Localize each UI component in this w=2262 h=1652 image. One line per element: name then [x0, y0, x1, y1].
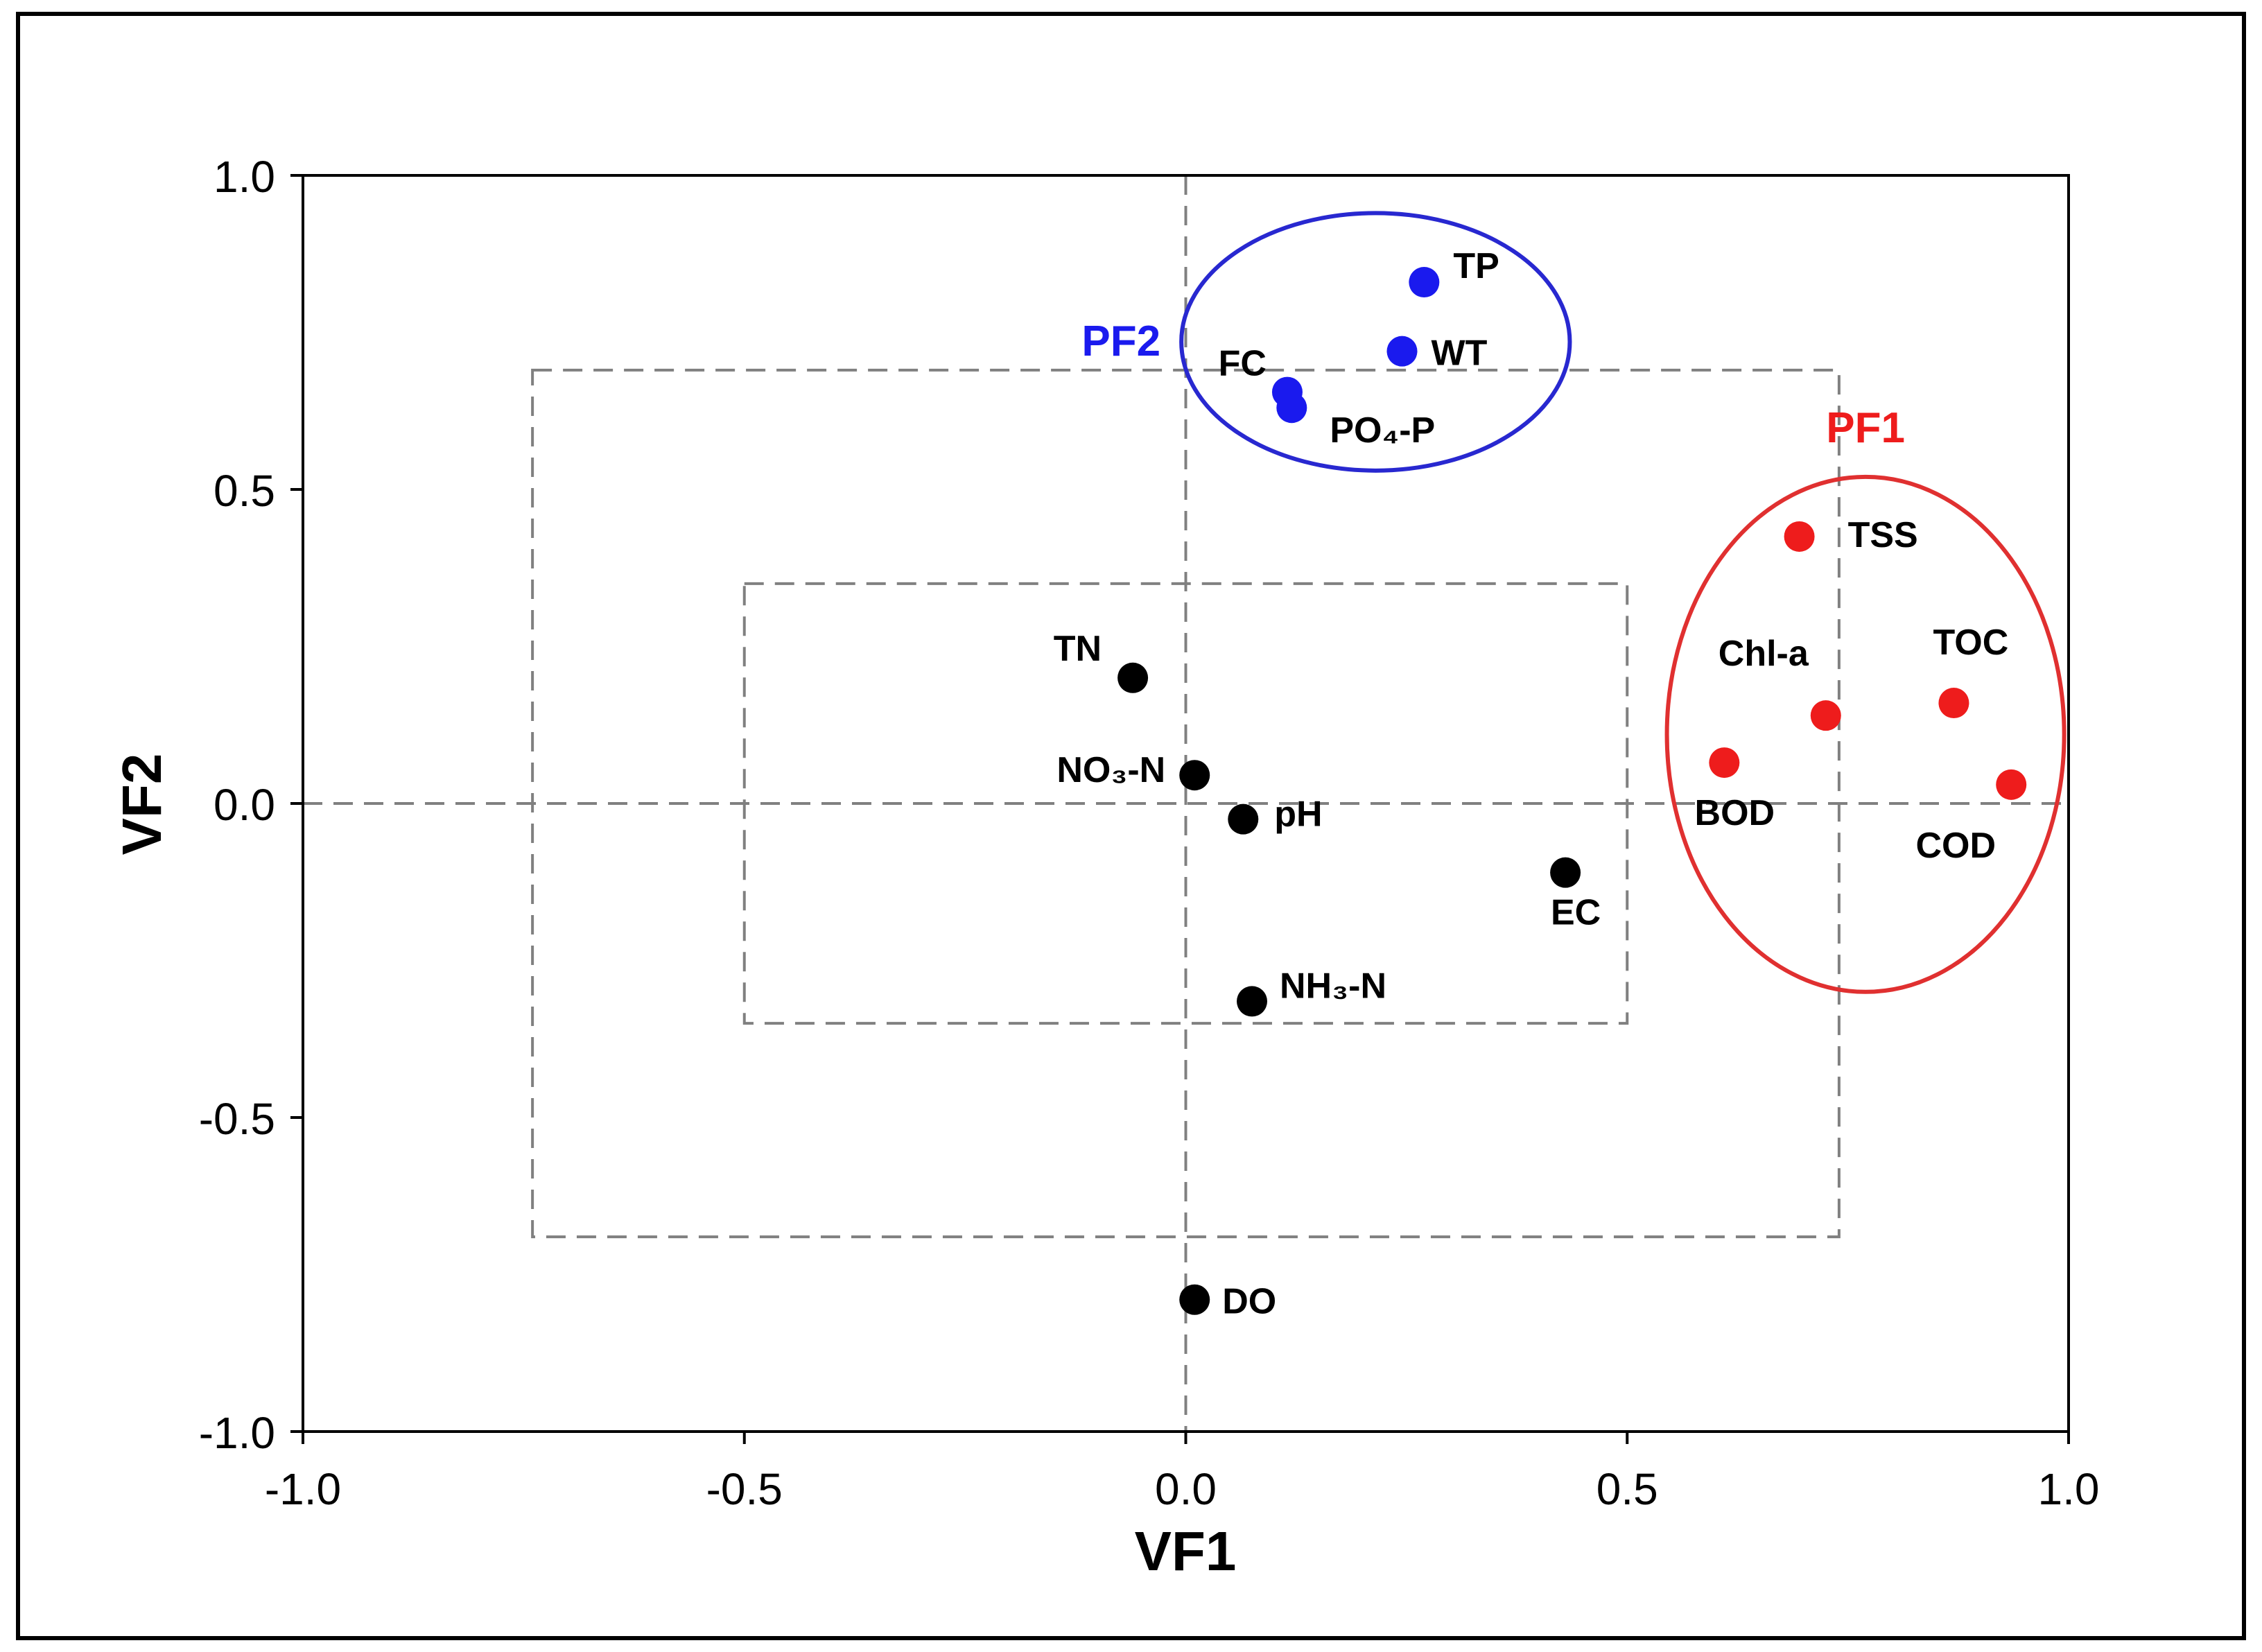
point-toc: [1938, 688, 1969, 719]
point-label-ec: EC: [1551, 893, 1601, 933]
point-label-ph: pH: [1274, 794, 1322, 835]
point-wt: [1386, 336, 1418, 367]
point-label-do: DO: [1222, 1282, 1276, 1322]
y-tick-label: 0.5: [214, 466, 275, 516]
point-po-p: [1276, 392, 1307, 424]
point-label-no-n: NO₃-N: [1056, 750, 1165, 790]
y-tick-label: 0.0: [214, 780, 275, 830]
point-label-wt: WT: [1432, 333, 1488, 374]
point-tp: [1409, 267, 1440, 298]
x-tick-label: -0.5: [706, 1464, 783, 1514]
point-bod: [1709, 747, 1740, 779]
group-ellipses: PF1 PF2: [1081, 211, 2067, 994]
point-label-po-p: PO₄-P: [1330, 410, 1435, 451]
point-label-fc: FC: [1219, 344, 1267, 384]
data-points: TP WT FC PO₄-P TSS Chl-a TOC BOD COD TN NO₃-N pH EC N…: [1054, 246, 2027, 1322]
point-label-nh-n: NH₃-N: [1280, 966, 1386, 1006]
x-tick-label: 0.0: [1155, 1464, 1217, 1514]
point-do: [1179, 1284, 1210, 1315]
outer-frame: [16, 12, 2246, 1640]
ellipse-pf2: [1179, 211, 1572, 473]
ellipse-pf1: [1664, 474, 2067, 994]
point-ec: [1550, 857, 1581, 888]
point-tn: [1117, 662, 1149, 693]
point-ph: [1228, 803, 1259, 835]
x-axis-title: VF1: [1135, 1520, 1237, 1582]
point-no-n: [1179, 760, 1210, 791]
point-label-tss: TSS: [1848, 515, 1918, 555]
x-tick-label: 0.5: [1597, 1464, 1658, 1514]
y-tick-label: -0.5: [199, 1094, 275, 1144]
point-cod: [1996, 769, 2027, 800]
point-label-toc: TOC: [1933, 623, 2008, 663]
point-nh-n: [1237, 986, 1268, 1017]
x-tick-label: -1.0: [265, 1464, 341, 1514]
y-tick-label: 1.0: [214, 152, 275, 202]
axis-ticks: -1.0 -0.5 0.0 0.5 1.0 -1.0 -0.5 0.0 0.5 1.0: [199, 152, 2100, 1514]
point-label-tn: TN: [1054, 629, 1102, 669]
y-axis-title: VF2: [111, 754, 173, 855]
point-label-tp: TP: [1453, 246, 1499, 286]
y-tick-label: -1.0: [199, 1408, 275, 1458]
point-chl-a: [1810, 700, 1841, 731]
point-label-chl-a: Chl-a: [1719, 634, 1809, 674]
point-label-bod: BOD: [1695, 793, 1775, 833]
point-label-cod: COD: [1915, 826, 1996, 866]
x-tick-label: 1.0: [2038, 1464, 2100, 1514]
point-tss: [1784, 521, 1815, 552]
group-label-pf1: PF1: [1826, 404, 1905, 452]
group-label-pf2: PF2: [1081, 318, 1160, 365]
